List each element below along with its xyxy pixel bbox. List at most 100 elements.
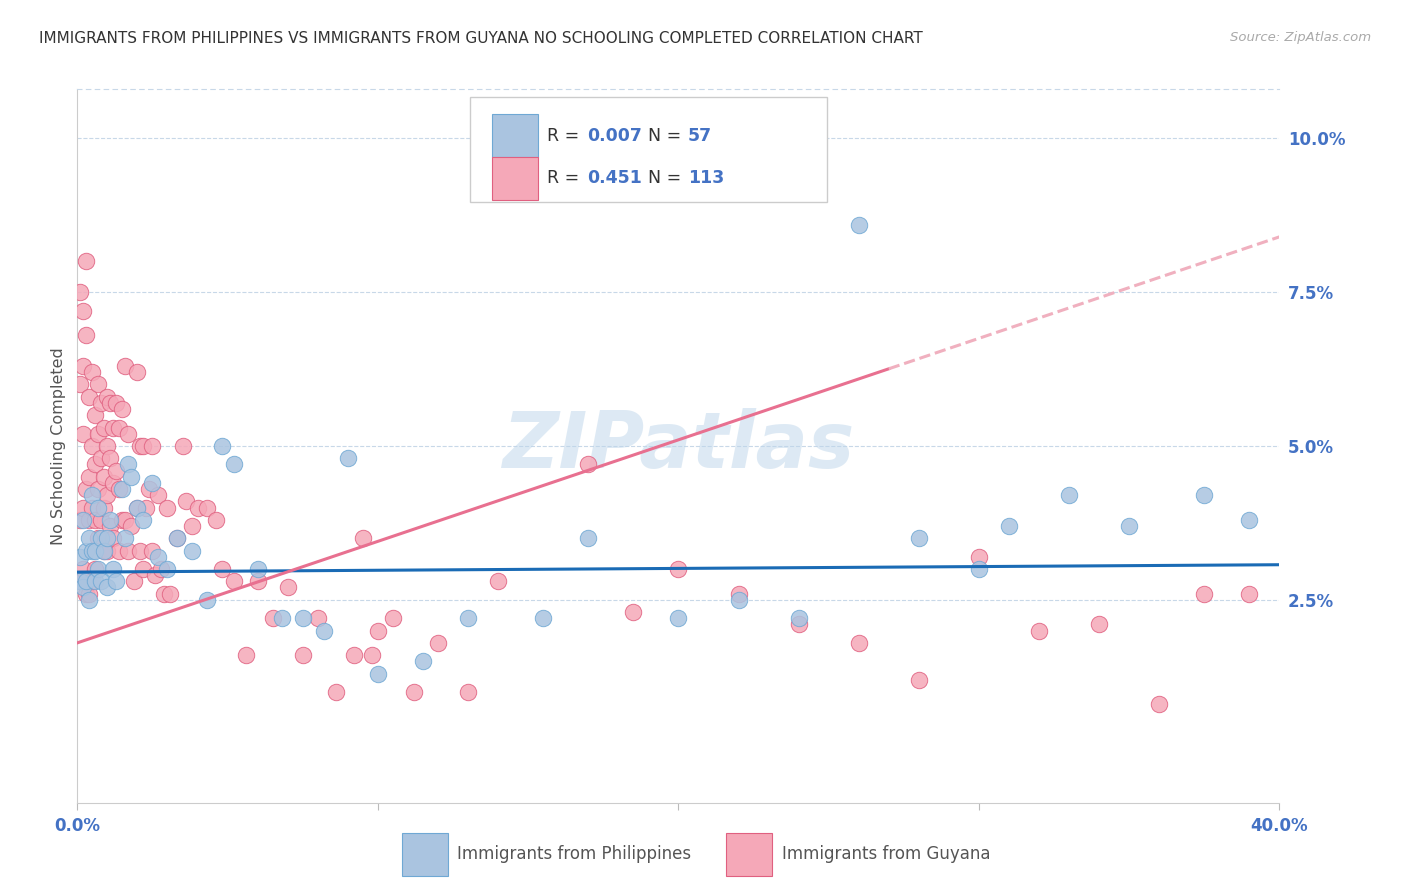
Point bbox=[172, 439, 194, 453]
Point bbox=[82, 500, 104, 515]
Point bbox=[156, 562, 179, 576]
Point bbox=[72, 581, 94, 595]
Point bbox=[787, 617, 810, 632]
Point bbox=[124, 574, 146, 589]
Point bbox=[204, 513, 226, 527]
Point bbox=[79, 390, 101, 404]
Point bbox=[84, 543, 107, 558]
Point bbox=[87, 531, 110, 545]
Point bbox=[72, 303, 94, 318]
Point bbox=[787, 611, 810, 625]
Point bbox=[262, 611, 284, 625]
Point bbox=[87, 562, 110, 576]
Point bbox=[84, 458, 107, 472]
Point bbox=[93, 500, 115, 515]
Text: N =: N = bbox=[637, 169, 688, 187]
Y-axis label: No Schooling Completed: No Schooling Completed bbox=[51, 347, 66, 545]
Point bbox=[79, 531, 101, 545]
Point bbox=[87, 500, 110, 515]
Point bbox=[1194, 488, 1216, 502]
Point bbox=[96, 488, 118, 502]
Point bbox=[367, 666, 389, 681]
Point bbox=[727, 587, 749, 601]
Point bbox=[120, 519, 142, 533]
Point bbox=[127, 365, 149, 379]
Text: 0.451: 0.451 bbox=[586, 169, 641, 187]
Point bbox=[235, 648, 257, 662]
Point bbox=[117, 458, 139, 472]
Point bbox=[103, 562, 125, 576]
Point bbox=[114, 531, 136, 545]
Point bbox=[156, 500, 179, 515]
Point bbox=[87, 377, 110, 392]
Point bbox=[127, 500, 149, 515]
Point bbox=[90, 513, 112, 527]
Point bbox=[135, 500, 157, 515]
Point bbox=[84, 562, 107, 576]
Point bbox=[100, 396, 122, 410]
Point bbox=[75, 328, 97, 343]
Point bbox=[96, 581, 118, 595]
Point bbox=[105, 574, 128, 589]
Point bbox=[668, 562, 690, 576]
Point bbox=[84, 513, 107, 527]
Point bbox=[141, 439, 163, 453]
Point bbox=[120, 469, 142, 483]
Point bbox=[1149, 698, 1171, 712]
Point bbox=[100, 513, 122, 527]
Point bbox=[187, 500, 209, 515]
Point bbox=[87, 426, 110, 441]
Point bbox=[153, 587, 176, 601]
Point bbox=[129, 543, 152, 558]
Point bbox=[75, 254, 97, 268]
Point bbox=[90, 574, 112, 589]
Point bbox=[117, 543, 139, 558]
Point bbox=[1239, 587, 1261, 601]
Point bbox=[180, 543, 202, 558]
Point bbox=[82, 574, 104, 589]
Text: R =: R = bbox=[547, 169, 585, 187]
Point bbox=[166, 531, 188, 545]
Point bbox=[668, 611, 690, 625]
Point bbox=[211, 439, 233, 453]
Point bbox=[105, 396, 128, 410]
Point bbox=[211, 562, 233, 576]
Point bbox=[381, 611, 404, 625]
Point bbox=[246, 562, 269, 576]
Point bbox=[576, 531, 599, 545]
Point bbox=[75, 482, 97, 496]
Point bbox=[352, 531, 374, 545]
Point bbox=[79, 587, 101, 601]
Text: 57: 57 bbox=[688, 127, 711, 145]
Point bbox=[96, 531, 118, 545]
Point bbox=[1118, 519, 1140, 533]
Point bbox=[1194, 587, 1216, 601]
Point bbox=[108, 420, 131, 434]
Point bbox=[100, 451, 122, 466]
Point bbox=[72, 562, 94, 576]
Point bbox=[93, 543, 115, 558]
Text: 0.007: 0.007 bbox=[586, 127, 641, 145]
Point bbox=[82, 365, 104, 379]
Point bbox=[402, 685, 425, 699]
Point bbox=[82, 543, 104, 558]
Point bbox=[427, 636, 450, 650]
Point bbox=[486, 574, 509, 589]
Point bbox=[222, 458, 245, 472]
Point bbox=[69, 574, 91, 589]
Point bbox=[90, 531, 112, 545]
Point bbox=[108, 543, 131, 558]
Point bbox=[457, 685, 479, 699]
Point bbox=[132, 562, 155, 576]
Point bbox=[75, 543, 97, 558]
Point bbox=[96, 390, 118, 404]
Point bbox=[325, 685, 347, 699]
Point bbox=[222, 574, 245, 589]
Point bbox=[576, 458, 599, 472]
Point bbox=[967, 549, 990, 564]
Point bbox=[75, 587, 97, 601]
Point bbox=[412, 654, 434, 668]
Point bbox=[84, 574, 107, 589]
Point bbox=[1057, 488, 1080, 502]
Point bbox=[103, 531, 125, 545]
